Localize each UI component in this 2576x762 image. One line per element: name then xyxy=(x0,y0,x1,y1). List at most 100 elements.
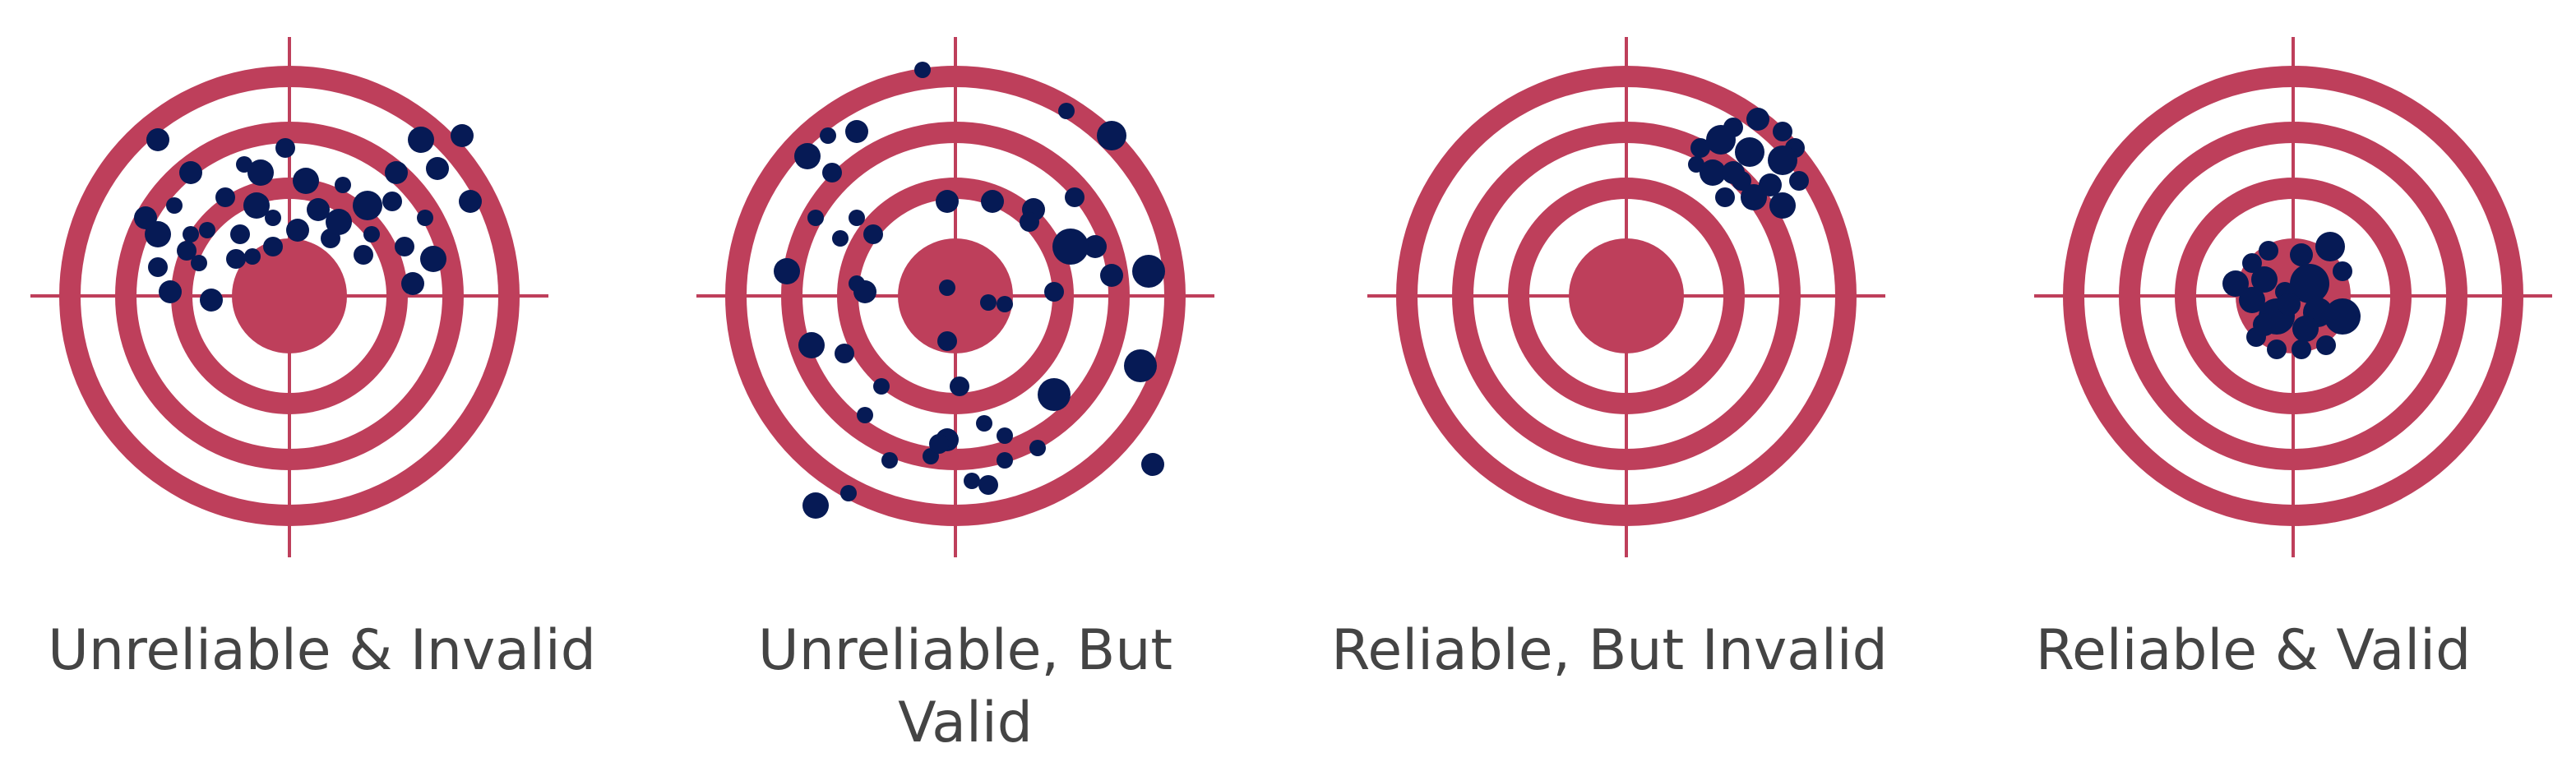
hit-marker xyxy=(134,206,157,229)
hit-marker xyxy=(1690,138,1710,158)
hit-marker xyxy=(353,191,382,220)
hit-marker xyxy=(1722,161,1745,184)
hit-marker xyxy=(263,237,283,256)
hit-marker xyxy=(2292,316,2319,342)
hit-marker xyxy=(774,258,800,284)
hit-marker xyxy=(937,331,957,351)
panel-caption: Reliable, But Invalid xyxy=(1331,618,1888,683)
hit-marker xyxy=(2316,335,2336,355)
hit-marker xyxy=(835,344,854,363)
panel-caption: Unreliable, But Valid xyxy=(757,618,1173,755)
hit-marker xyxy=(459,190,482,213)
hit-marker xyxy=(978,475,998,495)
hit-marker xyxy=(1746,108,1769,131)
hit-marker xyxy=(244,248,261,265)
hit-marker xyxy=(936,190,959,213)
hit-marker xyxy=(417,210,433,226)
panel-caption: Reliable & Valid xyxy=(2035,618,2472,683)
hit-marker xyxy=(2315,232,2345,261)
hit-marker xyxy=(183,226,199,242)
hit-marker xyxy=(363,226,380,242)
hit-marker xyxy=(820,127,836,144)
hit-marker xyxy=(293,168,319,194)
hit-marker xyxy=(159,280,182,303)
hit-marker xyxy=(199,222,215,238)
hit-marker xyxy=(1768,145,1797,175)
hit-marker xyxy=(420,246,446,272)
target-panel-unreliable-invalid: Unreliable & Invalid xyxy=(0,0,644,762)
hit-marker xyxy=(451,124,474,147)
hit-marker xyxy=(401,272,424,295)
hit-marker xyxy=(832,230,849,247)
hit-marker xyxy=(997,452,1013,469)
hit-marker xyxy=(822,163,842,182)
hit-marker xyxy=(215,187,235,207)
hit-marker xyxy=(335,177,351,193)
hit-marker xyxy=(326,209,352,235)
hit-marker xyxy=(2259,241,2278,261)
target-panel-reliable-invalid: Reliable, But Invalid xyxy=(1288,0,1931,762)
hit-marker xyxy=(1741,184,1767,210)
hit-marker xyxy=(2239,287,2265,313)
hit-marker xyxy=(2333,261,2352,281)
hit-marker xyxy=(981,190,1004,213)
hit-marker xyxy=(964,473,980,489)
panel-caption: Unreliable & Invalid xyxy=(48,618,596,683)
hit-marker xyxy=(2222,270,2249,297)
hit-marker xyxy=(849,210,865,226)
hit-marker xyxy=(191,255,207,271)
hit-marker xyxy=(1706,125,1736,155)
hit-marker xyxy=(1038,378,1071,411)
hit-marker xyxy=(265,210,281,226)
hit-marker xyxy=(980,294,997,311)
hit-marker xyxy=(354,245,373,265)
hit-marker xyxy=(881,452,898,469)
hit-marker xyxy=(2242,253,2262,273)
hit-marker xyxy=(840,485,857,501)
target-diagram-unreliable-invalid xyxy=(30,37,548,557)
hit-marker xyxy=(1789,171,1809,191)
hit-marker xyxy=(997,427,1013,444)
hit-marker xyxy=(1020,212,1039,232)
target-diagram-reliable-valid xyxy=(2034,37,2552,557)
hit-marker xyxy=(794,143,821,169)
hit-marker xyxy=(2278,293,2301,316)
hit-marker xyxy=(807,210,824,226)
hit-marker xyxy=(230,224,250,244)
hit-marker xyxy=(395,237,414,256)
hit-marker xyxy=(385,161,408,184)
hit-marker xyxy=(146,128,169,151)
hit-marker xyxy=(1735,137,1764,167)
target-panel-reliable-valid: Reliable & Valid xyxy=(1931,0,2575,762)
hit-marker xyxy=(997,296,1013,312)
hit-marker xyxy=(1065,187,1085,207)
hit-marker xyxy=(873,378,890,395)
hit-marker xyxy=(853,280,876,303)
target-diagram-unreliable-valid xyxy=(696,37,1214,557)
hit-marker xyxy=(1769,192,1796,219)
target-diagram-reliable-invalid xyxy=(1367,37,1885,557)
hit-marker xyxy=(1773,122,1792,141)
hit-marker xyxy=(200,289,223,312)
hit-marker xyxy=(2267,339,2287,359)
hit-marker xyxy=(950,376,969,396)
hit-marker xyxy=(802,492,829,519)
hit-marker xyxy=(177,241,197,261)
hit-marker xyxy=(275,138,295,158)
hit-marker xyxy=(382,192,402,211)
hit-marker xyxy=(1100,264,1123,287)
hit-marker xyxy=(148,257,168,277)
hit-marker xyxy=(166,197,183,214)
hit-marker xyxy=(1058,103,1075,119)
hit-marker xyxy=(857,407,873,423)
hit-marker xyxy=(1044,282,1064,302)
hit-marker xyxy=(863,224,883,244)
hit-marker xyxy=(914,62,931,78)
hit-marker xyxy=(426,157,449,180)
hit-marker xyxy=(1097,121,1126,150)
hit-marker xyxy=(307,198,330,221)
hit-marker xyxy=(243,192,270,219)
hit-marker xyxy=(179,161,202,184)
hit-marker xyxy=(1084,235,1107,258)
hit-marker xyxy=(939,279,955,296)
